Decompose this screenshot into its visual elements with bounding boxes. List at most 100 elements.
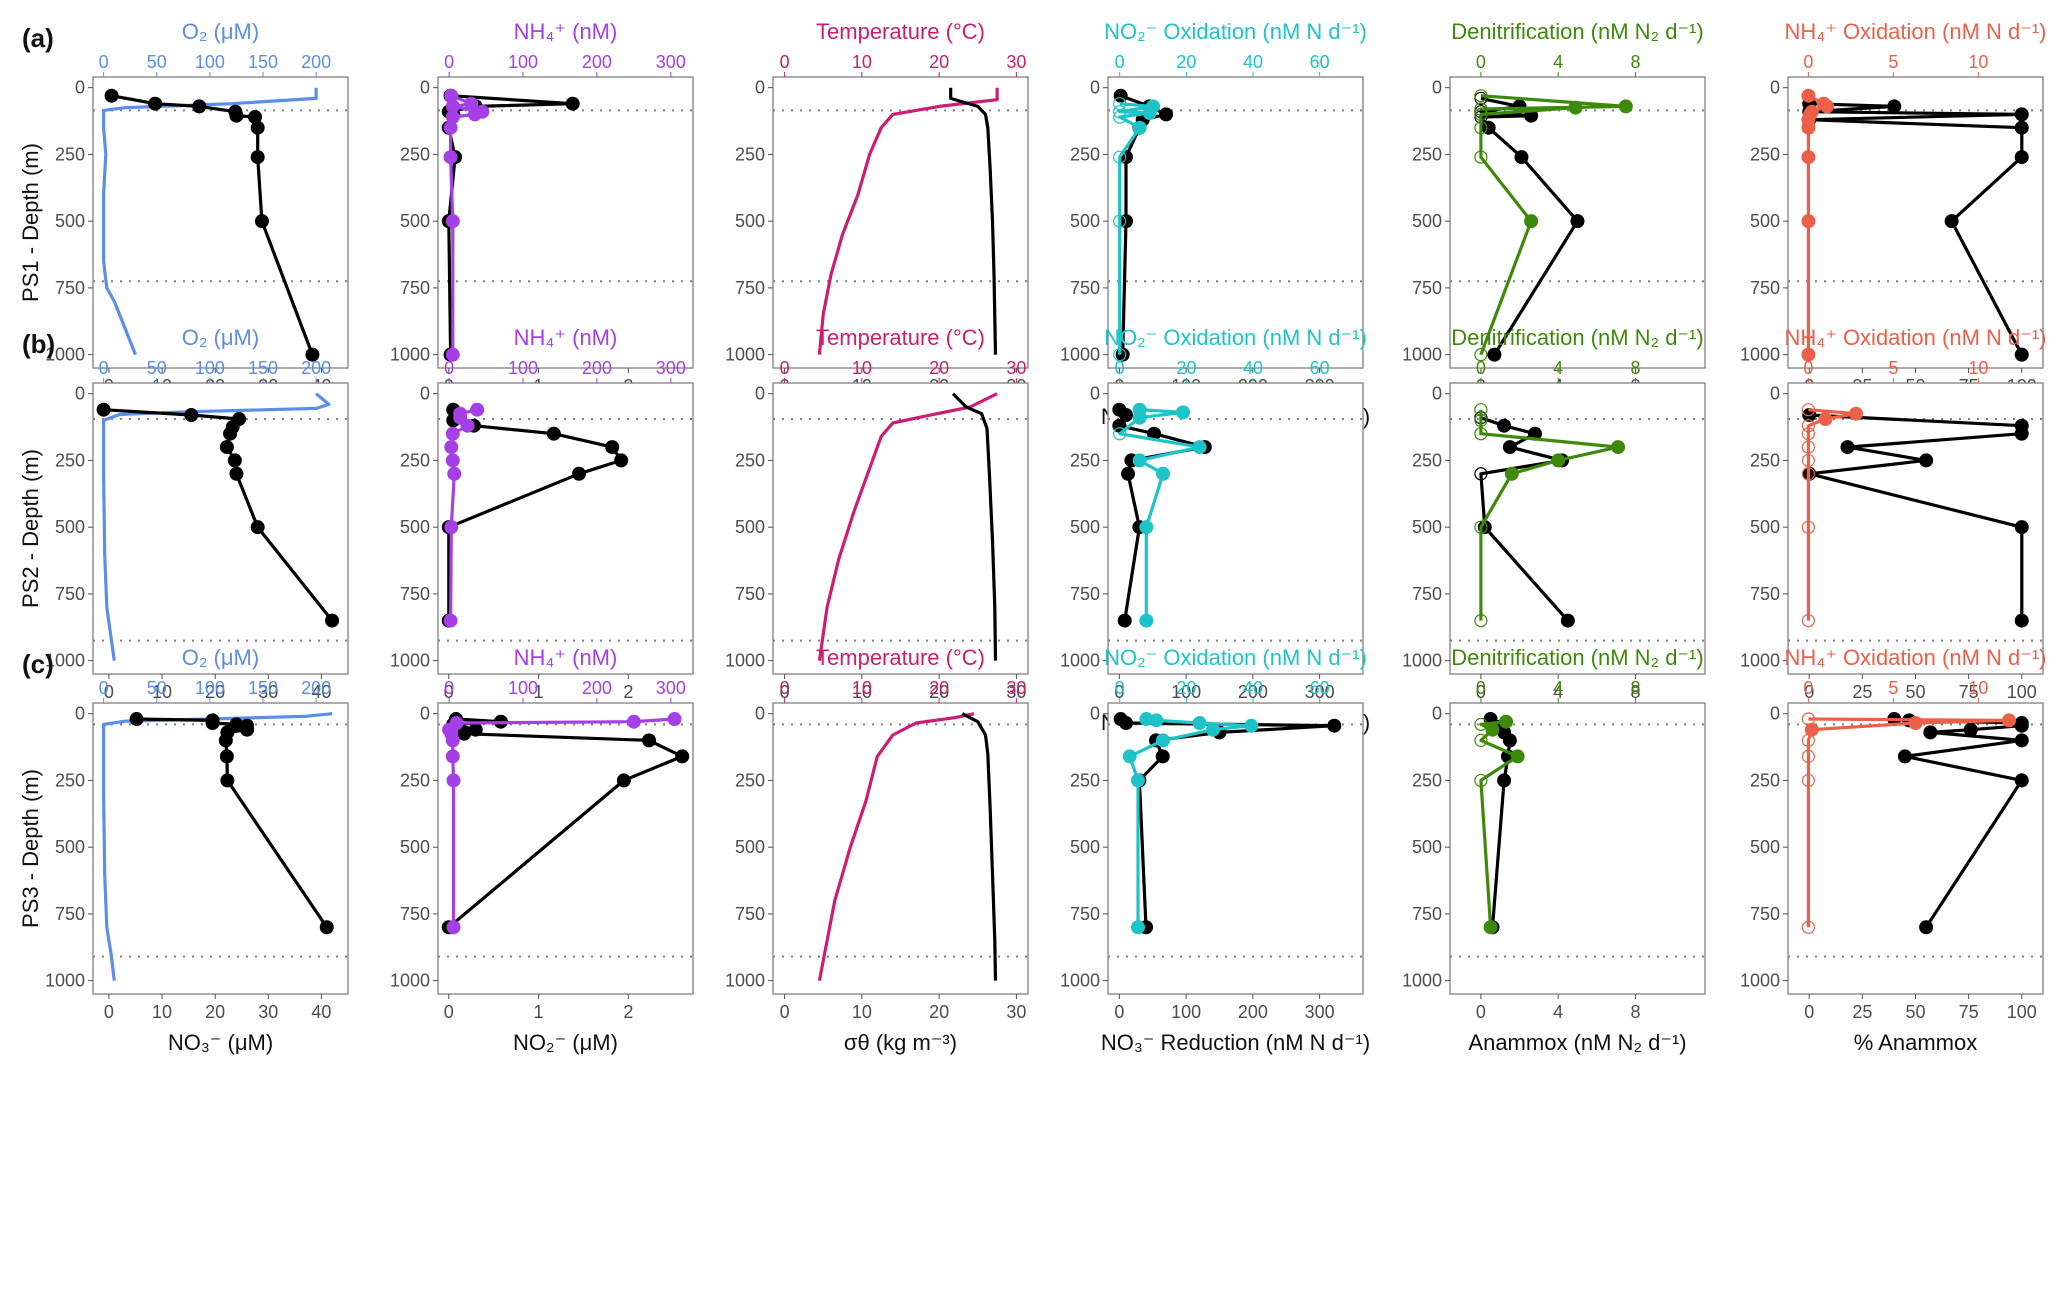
y-tick-label: 0 bbox=[420, 78, 430, 98]
data-point bbox=[1113, 348, 1127, 362]
data-point bbox=[1139, 520, 1154, 535]
series-line-o2 bbox=[101, 712, 333, 981]
x-tick-label: 8 bbox=[1630, 1002, 1640, 1022]
y-tick-label: 500 bbox=[735, 837, 765, 857]
y-tick-label: 500 bbox=[1412, 837, 1442, 857]
top-axis-label: NO₂⁻ Oxidation (nM N d⁻¹) bbox=[1104, 645, 1367, 670]
top-axis-label: NO₂⁻ Oxidation (nM N d⁻¹) bbox=[1104, 19, 1367, 44]
top-tick-label: 100 bbox=[508, 52, 538, 72]
top-tick-label: 150 bbox=[248, 358, 278, 378]
y-tick-label: 750 bbox=[1750, 584, 1780, 604]
y-tick-label: 0 bbox=[755, 384, 765, 404]
top-tick-label: 0 bbox=[99, 358, 109, 378]
data-point bbox=[1840, 440, 1855, 455]
y-tick-label: 500 bbox=[1750, 517, 1780, 537]
data-point bbox=[1923, 725, 1938, 740]
plot-frame bbox=[1107, 702, 1364, 995]
top-tick-label: 60 bbox=[1310, 358, 1330, 378]
y-tick-label: 750 bbox=[1070, 904, 1100, 924]
x-tick-label: 1 bbox=[534, 682, 544, 702]
data-point bbox=[2014, 347, 2029, 362]
top-tick-label: 0 bbox=[1803, 678, 1813, 698]
top-tick-label: 150 bbox=[248, 678, 278, 698]
top-axis-label: NH₄⁺ Oxidation (nM N d⁻¹) bbox=[1784, 19, 2046, 44]
top-tick-label: 20 bbox=[1176, 52, 1196, 72]
top-tick-label: 4 bbox=[1553, 52, 1563, 72]
y-tick-label: 250 bbox=[55, 770, 85, 790]
top-tick-label: 0 bbox=[1476, 678, 1486, 698]
top-tick-label: 0 bbox=[1476, 52, 1486, 72]
data-point bbox=[614, 453, 629, 468]
top-tick-label: 5 bbox=[1888, 358, 1898, 378]
data-point bbox=[1919, 920, 1934, 935]
data-point bbox=[1485, 722, 1500, 737]
data-point bbox=[250, 150, 265, 165]
y-tick-label: 0 bbox=[1432, 384, 1442, 404]
y-tick-label: 1000 bbox=[45, 651, 85, 671]
x-tick-label: 40 bbox=[311, 1002, 331, 1022]
y-tick-label: 750 bbox=[55, 584, 85, 604]
data-point bbox=[1206, 722, 1220, 737]
top-tick-label: 50 bbox=[147, 52, 167, 72]
data-point bbox=[2014, 107, 2029, 122]
y-tick-label: 250 bbox=[1070, 770, 1100, 790]
y-tick-label: 250 bbox=[1412, 450, 1442, 470]
data-point bbox=[1142, 106, 1157, 121]
y-tick-label: 0 bbox=[75, 704, 85, 724]
data-point bbox=[470, 402, 485, 417]
x-tick-label: 0 bbox=[1114, 682, 1124, 702]
x-tick-label: 100 bbox=[1171, 682, 1201, 702]
top-tick-label: 20 bbox=[929, 678, 949, 698]
panel-2-1: 0 250 500 750 1000 0 1 2 0 100 200 300 NH₄⁺ (nM) NO₂⁻… bbox=[390, 645, 694, 1055]
x-tick-label: 200 bbox=[1238, 1002, 1268, 1022]
data-point bbox=[218, 733, 233, 748]
x-tick-label: 0 bbox=[1114, 1002, 1124, 1022]
x-tick-label: 10 bbox=[152, 682, 172, 702]
y-tick-label: 750 bbox=[400, 584, 430, 604]
y-tick-label: 750 bbox=[55, 278, 85, 298]
y-tick-label: 750 bbox=[1750, 904, 1780, 924]
series-line-temperature bbox=[817, 392, 998, 661]
top-tick-label: 30 bbox=[1006, 52, 1026, 72]
top-tick-label: 30 bbox=[1006, 678, 1026, 698]
y-tick-label: 1000 bbox=[1060, 345, 1100, 365]
y-tick-label: 250 bbox=[1070, 450, 1100, 470]
y-tick-label: 750 bbox=[1412, 584, 1442, 604]
data-point bbox=[1801, 347, 1816, 362]
data-point bbox=[1801, 467, 1816, 481]
top-tick-label: 20 bbox=[1176, 678, 1196, 698]
top-axis-label: Denitrification (nM N₂ d⁻¹) bbox=[1451, 19, 1703, 44]
data-point bbox=[460, 418, 475, 433]
data-point bbox=[1113, 214, 1127, 228]
plot-frame bbox=[1787, 382, 2044, 675]
series-line-no2-oxidation bbox=[1118, 102, 1155, 355]
y-tick-label: 500 bbox=[1412, 211, 1442, 231]
series-line-temperature bbox=[817, 712, 975, 982]
data-point bbox=[1149, 713, 1164, 728]
data-point bbox=[223, 426, 238, 441]
data-point bbox=[1570, 214, 1585, 229]
series-line-nh4 bbox=[449, 94, 484, 355]
data-point bbox=[445, 453, 460, 468]
data-point bbox=[2002, 713, 2016, 728]
x-tick-label: 0 bbox=[780, 682, 790, 702]
x-tick-label: 0 bbox=[1476, 682, 1486, 702]
data-point bbox=[565, 96, 580, 111]
y-tick-label: 500 bbox=[55, 211, 85, 231]
top-tick-label: 100 bbox=[195, 52, 225, 72]
y-tick-label: 500 bbox=[1412, 517, 1442, 537]
y-tick-label: 1000 bbox=[1402, 651, 1442, 671]
top-tick-label: 0 bbox=[444, 52, 454, 72]
data-point bbox=[1560, 613, 1575, 628]
top-tick-label: 60 bbox=[1310, 678, 1330, 698]
data-point bbox=[446, 773, 461, 788]
data-point bbox=[447, 466, 462, 481]
y-tick-label: 250 bbox=[1750, 144, 1780, 164]
data-point bbox=[1804, 722, 1819, 737]
panel-1-4: 0 250 500 750 1000 0 4 8 0 4 8 Denitrification (nM … bbox=[1402, 325, 1706, 735]
y-tick-label: 1000 bbox=[45, 971, 85, 991]
